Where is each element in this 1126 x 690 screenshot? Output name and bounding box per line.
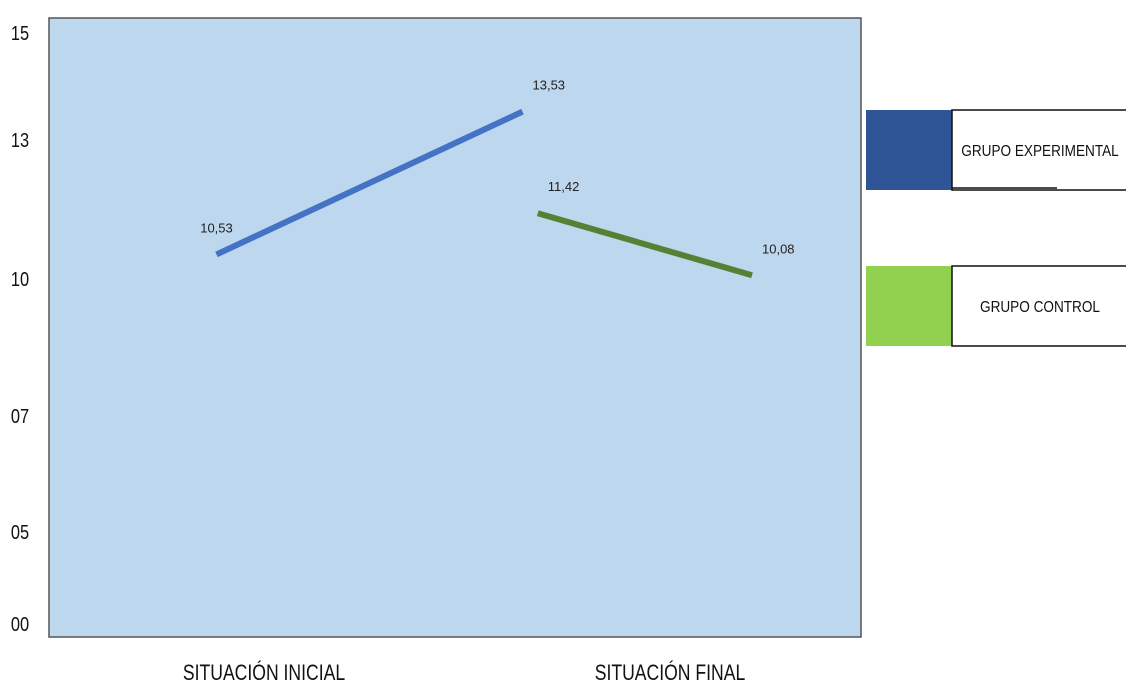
x-category-label: SITUACIÓN INICIAL [183, 660, 345, 685]
y-tick-label: 05 [11, 520, 29, 543]
legend-label: GRUPO EXPERIMENTAL [961, 143, 1118, 160]
data-label: 10,53 [200, 220, 233, 235]
legend: GRUPO EXPERIMENTAL GRUPO CONTROL [866, 109, 1126, 347]
y-tick-label: 13 [11, 128, 29, 151]
series-line [536, 210, 753, 279]
plot-area [48, 17, 862, 638]
y-tick-label: 15 [11, 21, 29, 44]
y-tick-label: 07 [11, 404, 29, 427]
data-label: 10,08 [762, 241, 795, 256]
legend-swatch [866, 110, 952, 190]
y-tick-label: 10 [11, 267, 29, 290]
series-layer: 10,53 13,53 11,42 10,08 [200, 78, 795, 279]
legend-box [951, 265, 1126, 347]
legend-box [951, 109, 1126, 191]
y-tick-label: 00 [11, 612, 29, 635]
data-label: 11,42 [548, 179, 580, 194]
series-line [215, 108, 524, 258]
y-axis-ticks: 00 05 07 10 13 15 [11, 21, 29, 635]
x-category-label: SITUACIÓN FINAL [595, 660, 745, 685]
data-label: 13,53 [533, 78, 566, 93]
legend-label: GRUPO CONTROL [980, 299, 1100, 316]
x-axis-categories: SITUACIÓN INICIAL SITUACIÓN FINAL [183, 660, 745, 685]
legend-swatch [866, 266, 952, 346]
